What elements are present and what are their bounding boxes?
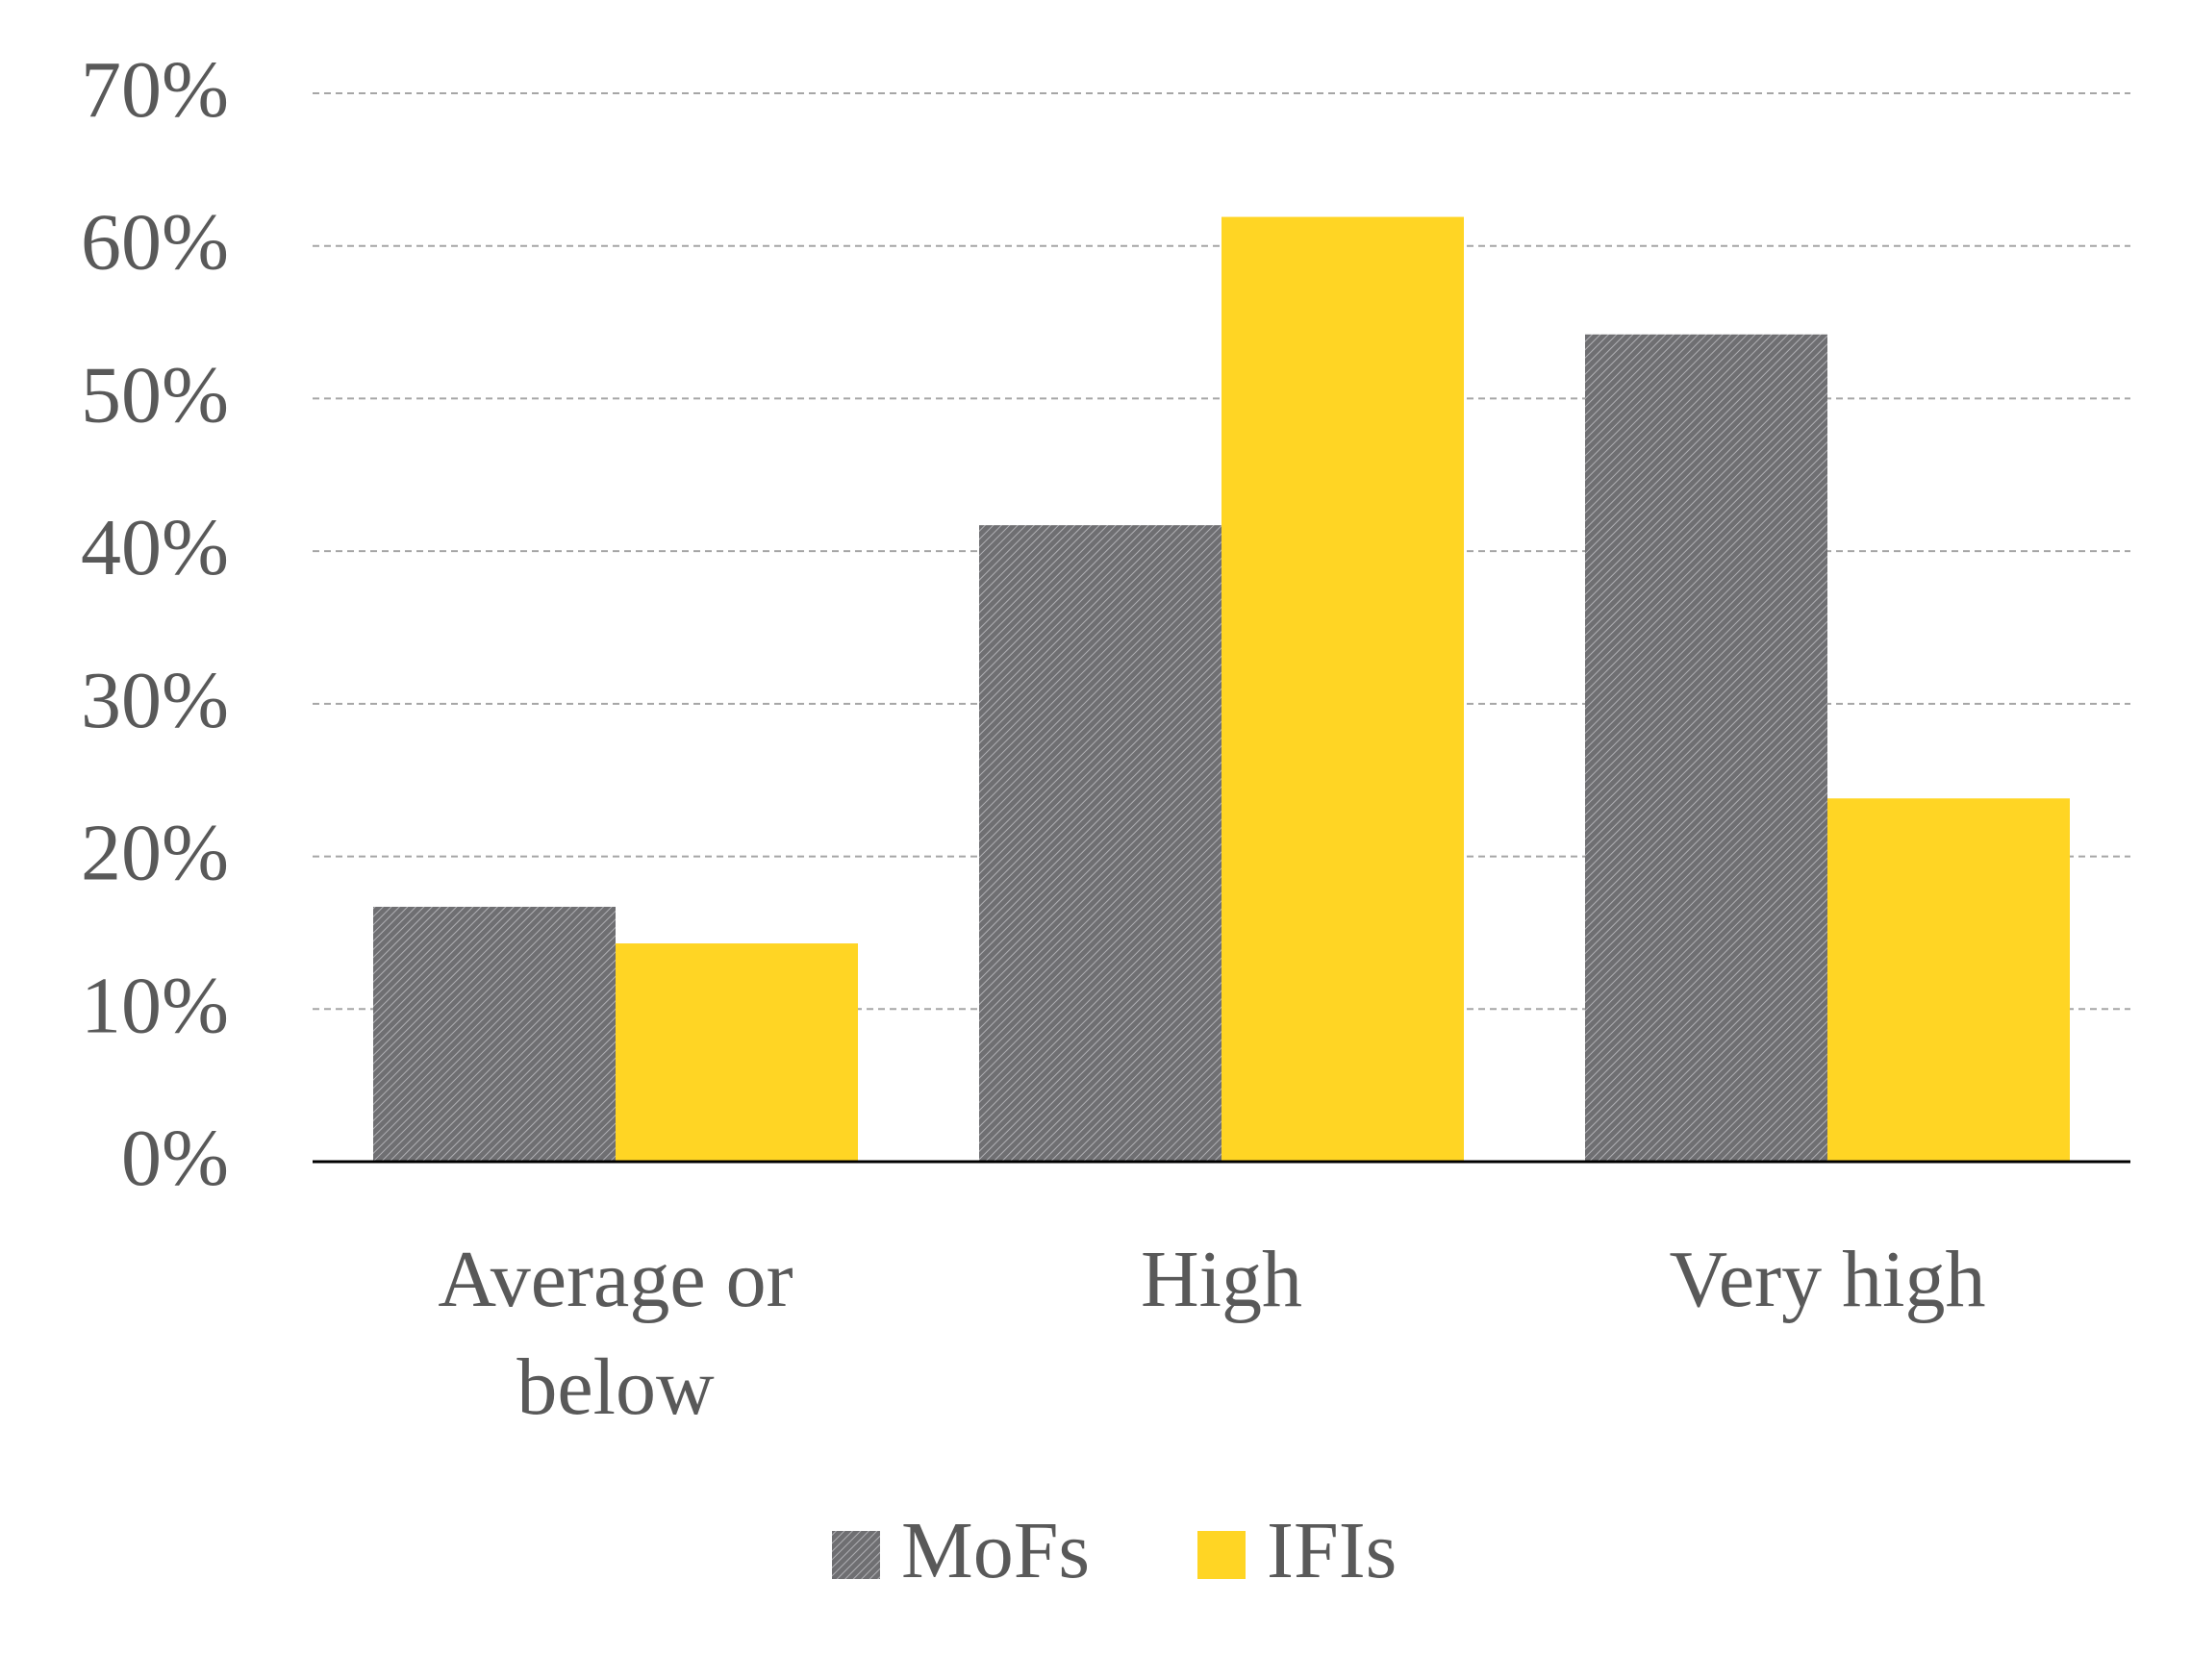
y-tick-label: 0% — [121, 1114, 229, 1203]
legend-label-mofs: MoFs — [901, 1506, 1090, 1595]
legend-swatch-ifis — [1197, 1531, 1246, 1579]
legend-label-ifis: IFIs — [1267, 1506, 1397, 1595]
bar-mofs-1 — [979, 525, 1221, 1162]
x-tick-label: Very high — [1670, 1235, 1986, 1324]
y-axis-tick-labels: 0% 10% 20% 30% 40% 50% 60% 70% — [81, 45, 229, 1203]
y-tick-label: 60% — [81, 198, 229, 288]
legend: MoFs IFIs — [832, 1506, 1397, 1595]
bar-ifis-0 — [616, 943, 858, 1162]
x-axis-tick-labels: Average or below High Very high — [438, 1235, 1985, 1432]
x-tick-label: High — [1141, 1235, 1302, 1324]
y-tick-label: 10% — [81, 961, 229, 1050]
y-tick-label: 50% — [81, 350, 229, 439]
bar-ifis-1 — [1221, 216, 1464, 1162]
bar-mofs-2 — [1585, 334, 1827, 1163]
y-tick-label: 20% — [81, 809, 229, 898]
bars — [373, 216, 2070, 1163]
bar-mofs-0 — [373, 906, 616, 1162]
y-tick-label: 70% — [81, 45, 229, 135]
y-tick-label: 30% — [81, 656, 229, 745]
bar-ifis-2 — [1827, 798, 2070, 1162]
y-tick-label: 40% — [81, 503, 229, 592]
x-tick-label: Average or below — [438, 1235, 793, 1432]
legend-swatch-mofs — [832, 1531, 880, 1579]
